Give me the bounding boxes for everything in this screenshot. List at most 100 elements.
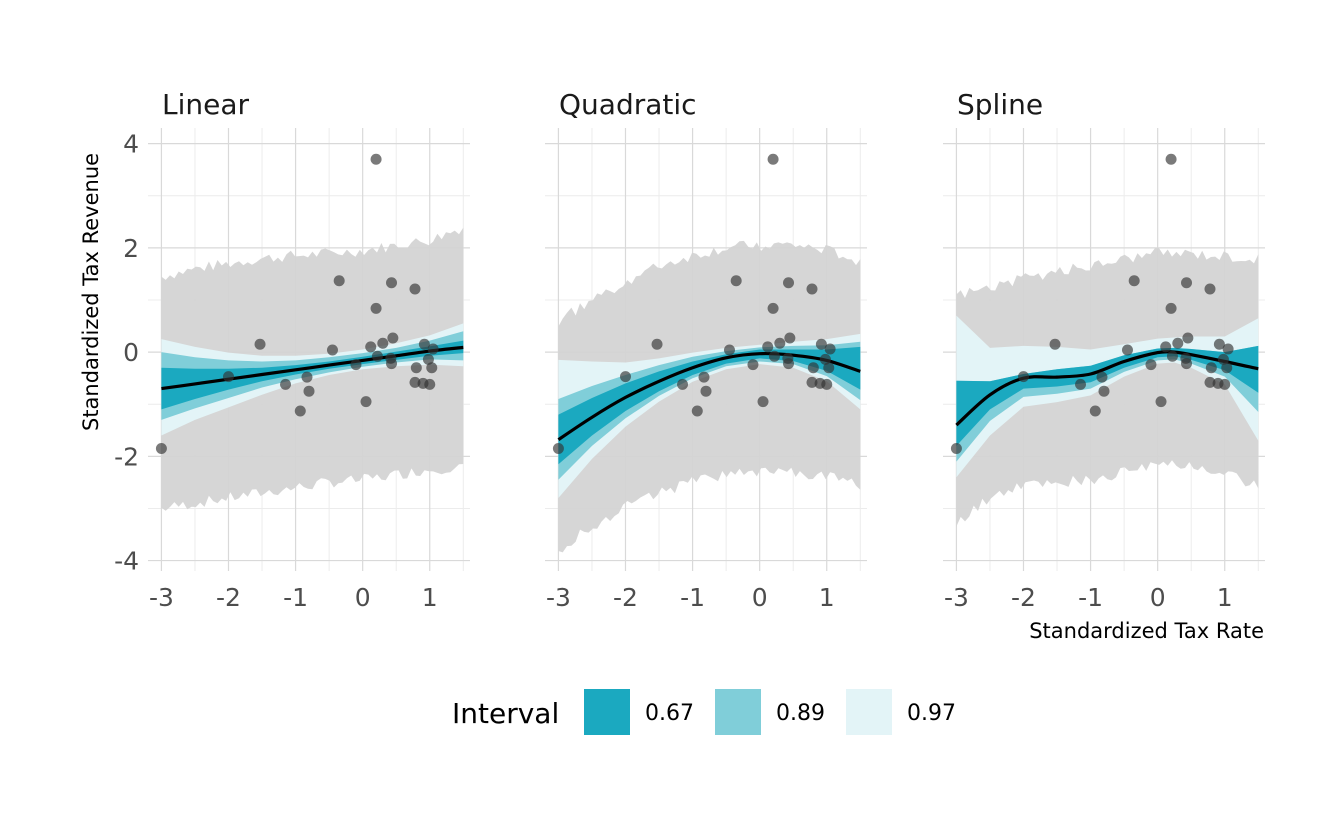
data-point <box>333 275 345 287</box>
data-point <box>377 337 389 349</box>
data-point <box>806 283 818 295</box>
data-point <box>1181 277 1193 289</box>
data-point <box>409 283 421 295</box>
legend-label-0.97: 0.97 <box>907 701 956 726</box>
data-point <box>1098 385 1110 397</box>
x-tick-label: 1 <box>422 583 438 612</box>
data-point <box>774 337 786 349</box>
data-point <box>360 396 372 408</box>
data-point <box>730 275 742 287</box>
x-tick-label: -3 <box>149 583 174 612</box>
data-point <box>762 341 774 353</box>
fit-line <box>557 351 861 441</box>
data-point <box>1089 405 1101 417</box>
band-67 <box>956 345 1259 446</box>
data-point <box>700 385 712 397</box>
data-point <box>1217 353 1229 365</box>
x-tick-label: 1 <box>1217 583 1233 612</box>
data-point <box>350 359 362 371</box>
data-point <box>783 277 795 289</box>
data-point <box>950 443 962 455</box>
y-tick-label: 2 <box>123 234 139 263</box>
data-point <box>757 396 769 408</box>
data-point <box>370 302 382 314</box>
legend-title: Interval <box>452 697 559 730</box>
data-point <box>410 362 422 374</box>
data-point <box>1096 371 1108 383</box>
data-point <box>1221 362 1233 374</box>
data-point <box>698 371 710 383</box>
data-point <box>821 378 833 390</box>
y-tick-label: 4 <box>123 130 139 159</box>
data-point <box>418 338 430 350</box>
legend: Interval 0.67 0.89 0.97 <box>452 689 956 735</box>
y-axis-title: Standardized Tax Revenue <box>79 153 103 431</box>
data-point <box>723 344 735 356</box>
data-point <box>1128 275 1140 287</box>
x-tick-label: 1 <box>819 583 835 612</box>
data-point <box>223 371 234 383</box>
data-point <box>1166 350 1178 362</box>
data-point <box>426 362 438 374</box>
data-point <box>1075 378 1087 390</box>
x-tick-label: -1 <box>680 583 705 612</box>
panel-spline: Spline -3 -2 -1 0 1 <box>943 88 1265 612</box>
x-tick-label: 0 <box>752 583 768 612</box>
y-tick-label: -2 <box>114 442 139 471</box>
x-tick-label: 0 <box>1150 583 1166 612</box>
x-tick-label: -3 <box>546 583 571 612</box>
data-point <box>1204 376 1216 388</box>
data-point <box>1160 341 1172 353</box>
data-point <box>651 338 663 350</box>
legend-swatch-0.89 <box>715 689 761 735</box>
data-point <box>1165 153 1177 165</box>
legend-label-0.67: 0.67 <box>645 701 694 726</box>
data-point <box>387 332 399 344</box>
x-tick-label: -2 <box>613 583 638 612</box>
predictive-band <box>558 240 861 553</box>
band-89 <box>558 341 861 480</box>
panel-title: Linear <box>162 88 250 121</box>
data-point <box>1155 396 1167 408</box>
data-point <box>815 338 827 350</box>
data-point <box>823 362 835 374</box>
data-point <box>301 371 313 383</box>
data-point <box>1219 378 1231 390</box>
data-point <box>155 443 167 455</box>
data-point <box>427 343 439 355</box>
data-point <box>1121 344 1133 356</box>
legend-swatch-0.97 <box>846 689 892 735</box>
data-point <box>1204 283 1216 295</box>
fit-line <box>955 350 1259 427</box>
data-point <box>783 358 795 370</box>
data-point <box>1205 362 1217 374</box>
data-point <box>767 153 779 165</box>
panel-title: Quadratic <box>559 88 697 121</box>
data-point <box>806 376 818 388</box>
data-point <box>1145 359 1157 371</box>
data-point <box>386 358 398 370</box>
x-tick-label: -1 <box>283 583 308 612</box>
data-point <box>824 343 836 355</box>
data-point <box>303 385 315 397</box>
data-point <box>1213 338 1225 350</box>
x-tick-label: 0 <box>355 583 371 612</box>
data-point <box>365 341 377 353</box>
x-tick-label: -2 <box>1011 583 1036 612</box>
data-point <box>424 378 436 390</box>
x-tick-label: -1 <box>1078 583 1103 612</box>
data-point <box>294 405 306 417</box>
data-point <box>386 277 398 289</box>
data-point <box>691 405 703 417</box>
data-point <box>784 332 796 344</box>
panel-linear: Linear -3 -2 -1 0 1 -4 -2 0 2 4 <box>114 88 470 612</box>
data-point <box>409 376 421 388</box>
data-point <box>280 378 292 390</box>
data-point <box>371 350 383 362</box>
data-point <box>1018 371 1029 383</box>
data-point <box>807 362 819 374</box>
data-point <box>1181 358 1193 370</box>
fit-line <box>161 345 464 391</box>
